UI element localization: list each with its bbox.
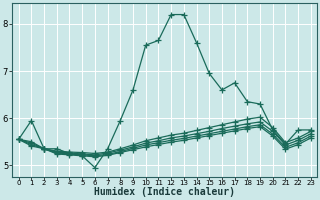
X-axis label: Humidex (Indice chaleur): Humidex (Indice chaleur): [94, 187, 235, 197]
